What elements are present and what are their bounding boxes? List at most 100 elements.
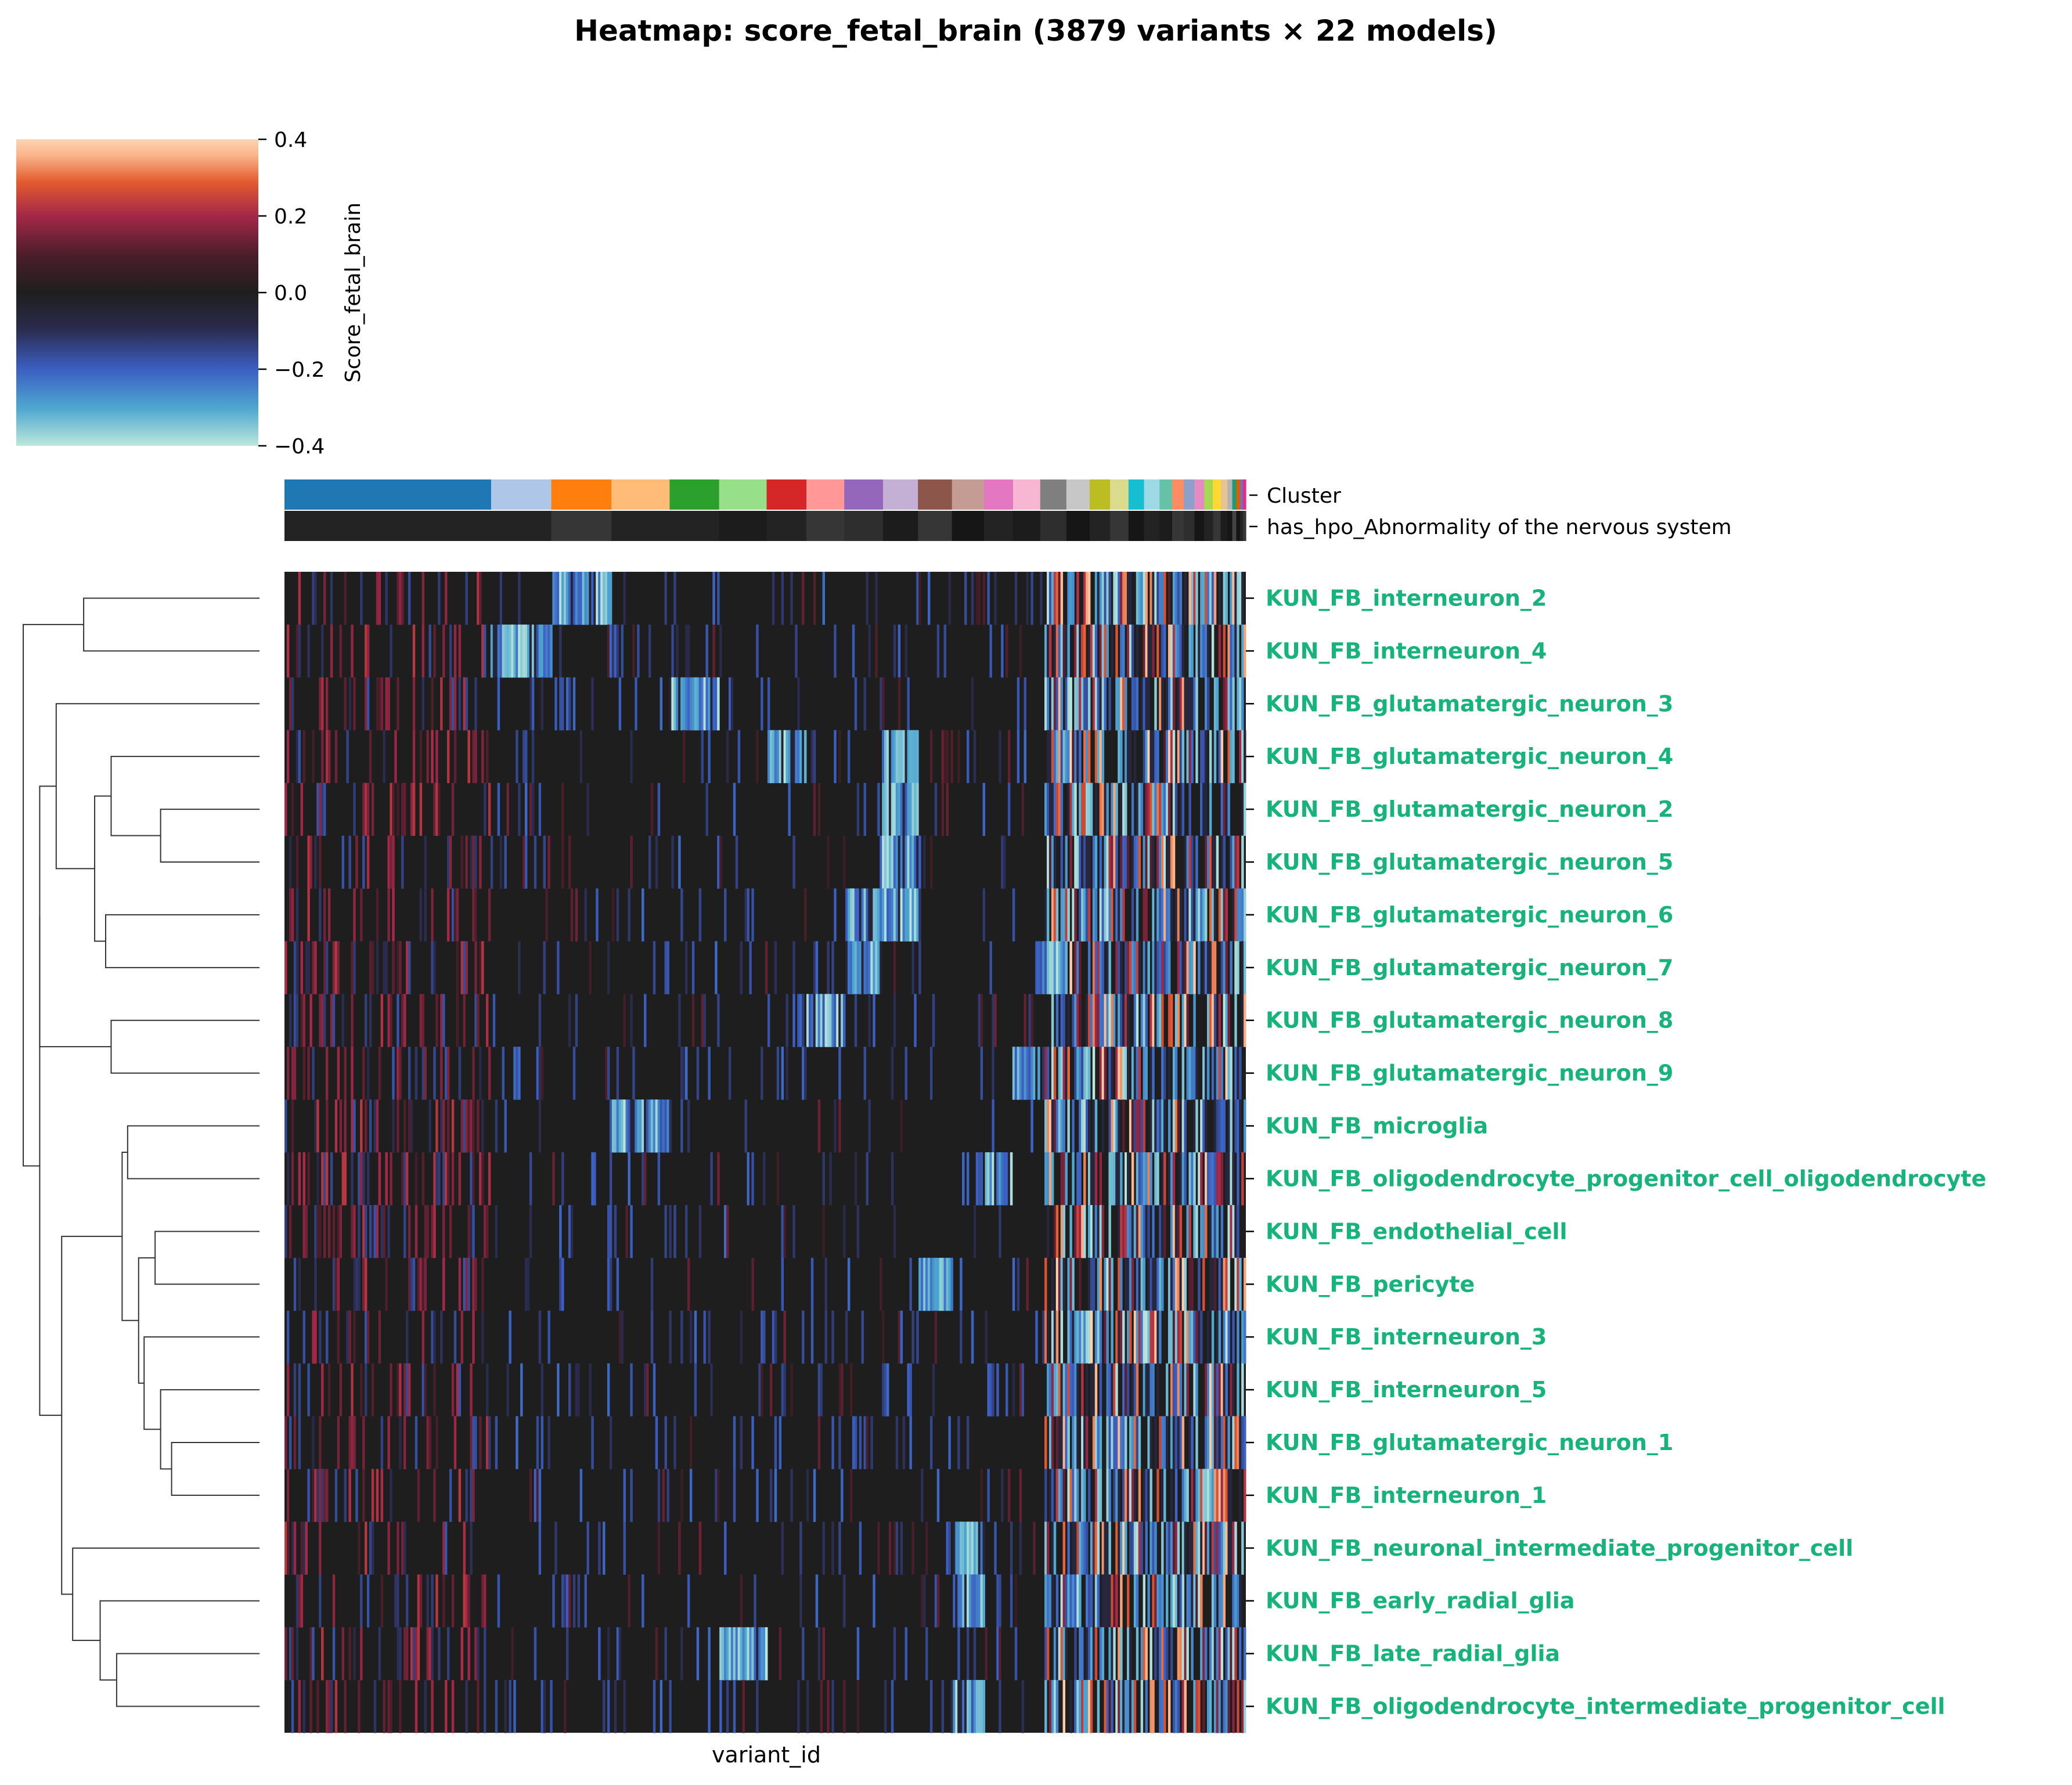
heatmap-cell <box>1118 941 1120 994</box>
heatmap-cell <box>849 1363 853 1417</box>
heatmap-cell <box>579 730 583 784</box>
heatmap-cell <box>847 888 851 942</box>
heatmap-cell <box>854 1152 857 1206</box>
heatmap-cell <box>485 994 489 1047</box>
heatmap-cell <box>653 1680 656 1733</box>
heatmap-cell <box>1069 835 1072 889</box>
heatmap-cell <box>822 1152 826 1206</box>
heatmap-cell <box>888 1521 892 1575</box>
heatmap-cell <box>543 624 546 678</box>
heatmap-cell <box>971 1574 974 1628</box>
heatmap-cell <box>1104 572 1107 625</box>
heatmap-cell <box>955 1574 958 1628</box>
heatmap-cell <box>724 1205 727 1258</box>
heatmap-cell <box>1161 572 1164 625</box>
heatmap-cell <box>769 1469 773 1522</box>
heatmap-cell <box>1152 782 1155 836</box>
heatmap-cell <box>929 835 933 889</box>
heatmap-cell <box>1227 1680 1230 1733</box>
heatmap-cell <box>321 782 324 836</box>
heatmap-cell <box>1211 624 1215 678</box>
heatmap-cell <box>390 1469 392 1522</box>
heatmap-cell <box>683 1047 686 1100</box>
heatmap-cell <box>1076 1152 1079 1206</box>
heatmap-cell <box>1227 1310 1230 1364</box>
heatmap-cell <box>614 1205 617 1258</box>
hpo-annotation-cell <box>491 511 552 541</box>
heatmap-cell <box>891 730 894 784</box>
heatmap-cell <box>1174 1099 1178 1153</box>
heatmap-cell <box>989 624 992 678</box>
heatmap-cell <box>568 1205 571 1258</box>
heatmap-cell <box>525 835 528 889</box>
heatmap-cell <box>1120 1257 1123 1311</box>
heatmap-cell <box>934 782 938 836</box>
heatmap-cell <box>1028 1047 1031 1100</box>
heatmap-cell <box>838 1047 841 1100</box>
heatmap-cell <box>792 994 795 1047</box>
heatmap-cell <box>1099 572 1102 625</box>
heatmap-cell <box>481 941 484 994</box>
heatmap-cell <box>1060 1257 1064 1311</box>
heatmap-cell <box>790 1363 793 1417</box>
dendrogram-link <box>61 1235 122 1595</box>
heatmap-cell <box>1074 1521 1077 1575</box>
heatmap-cell <box>472 730 475 784</box>
heatmap-cell <box>1237 1047 1239 1100</box>
heatmap-cell <box>761 1047 763 1100</box>
heatmap-cell <box>758 1627 761 1681</box>
heatmap-cell <box>1136 1205 1139 1258</box>
heatmap-cell <box>797 994 800 1047</box>
heatmap-cell <box>1086 1310 1089 1364</box>
heatmap-cell <box>325 1680 329 1733</box>
heatmap-cell <box>1115 1574 1118 1628</box>
heatmap-cell <box>451 677 455 731</box>
heatmap-cell <box>293 1363 297 1417</box>
heatmap-cell <box>433 1469 436 1522</box>
heatmap-cell <box>1131 1469 1134 1522</box>
heatmap-cell <box>1094 1152 1098 1206</box>
heatmap-cell <box>1163 1047 1166 1100</box>
heatmap-cell <box>1223 572 1226 625</box>
heatmap-cell <box>849 888 853 942</box>
heatmap-cell <box>1104 782 1107 836</box>
heatmap-cell <box>291 782 294 836</box>
heatmap-cell <box>1074 677 1077 731</box>
heatmap-cell <box>1122 1205 1125 1258</box>
heatmap-cell <box>495 1680 498 1733</box>
heatmap-cell <box>550 624 553 678</box>
hpo-annotation-cell <box>844 511 884 541</box>
heatmap-cell <box>1218 1627 1221 1681</box>
heatmap-cell <box>330 572 333 625</box>
heatmap-cell <box>408 572 411 625</box>
heatmap-cell <box>1044 1469 1047 1522</box>
heatmap-cell <box>891 835 894 889</box>
heatmap-cell <box>596 888 599 942</box>
heatmap-cell <box>474 1257 477 1311</box>
heatmap-cell <box>886 1363 889 1417</box>
row-label: KUN_FB_interneuron_3 <box>1266 1324 1547 1350</box>
heatmap-cell <box>1213 1205 1217 1258</box>
heatmap-cell <box>875 572 878 625</box>
heatmap-cell <box>1017 677 1020 731</box>
heatmap-cell <box>442 624 445 678</box>
heatmap-cell <box>916 888 919 942</box>
heatmap-cell <box>964 1574 967 1628</box>
heatmap-cell <box>1051 1416 1054 1469</box>
heatmap-cell <box>1044 1521 1047 1575</box>
heatmap-cell <box>735 835 738 889</box>
heatmap-cell <box>440 1047 443 1100</box>
heatmap-cell <box>1230 624 1233 678</box>
heatmap-cell <box>300 994 304 1047</box>
heatmap-cell <box>868 888 871 942</box>
heatmap-cell <box>1058 1416 1061 1469</box>
heatmap-cell <box>1147 835 1150 889</box>
row-label: KUN_FB_glutamatergic_neuron_9 <box>1266 1061 1673 1086</box>
heatmap-cell <box>1120 1627 1123 1681</box>
heatmap-cell <box>1111 1574 1114 1628</box>
heatmap-cell <box>925 1521 928 1575</box>
heatmap-cell <box>895 835 899 889</box>
heatmap-cell <box>1051 1310 1054 1364</box>
heatmap-cell <box>1170 994 1173 1047</box>
heatmap-cell <box>1227 1257 1230 1311</box>
